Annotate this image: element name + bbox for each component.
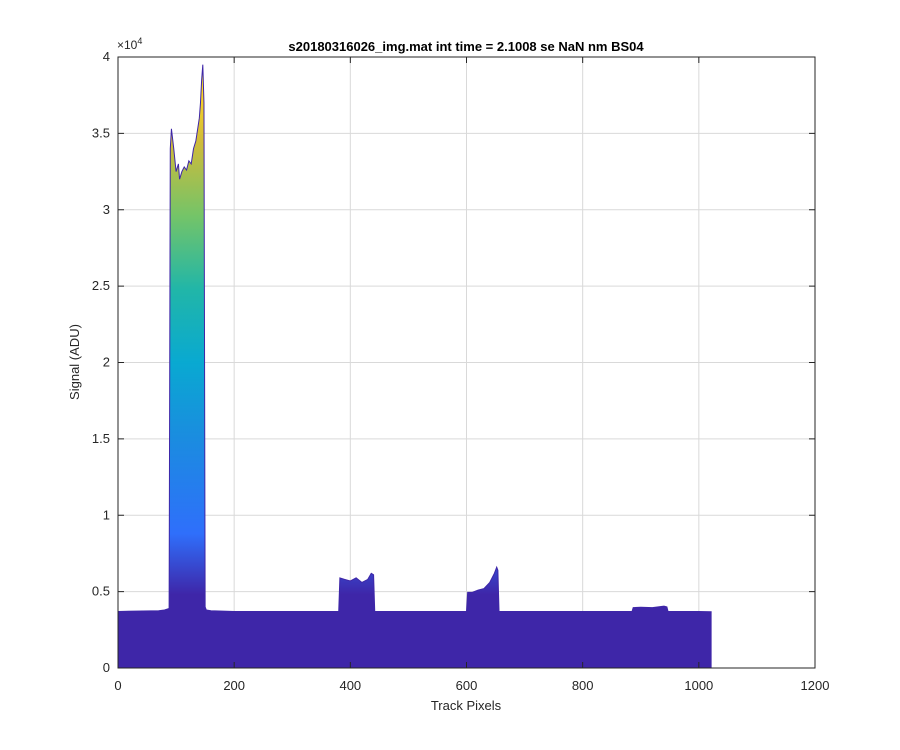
x-tick-label: 600	[456, 678, 478, 693]
y-tick-label: 2	[103, 355, 110, 370]
y-tick-label: 2.5	[92, 278, 110, 293]
y-tick-label: 4	[103, 49, 110, 64]
x-tick-label: 1200	[801, 678, 830, 693]
y-tick-label: 3	[103, 202, 110, 217]
x-axis: 0 200 400 600 800 1000 1200	[114, 57, 829, 693]
y-exponent-power: 4	[137, 36, 142, 46]
y-exponent-base: ×10	[117, 38, 138, 52]
x-tick-label: 0	[114, 678, 121, 693]
x-tick-label: 800	[572, 678, 594, 693]
chart-title: s20180316026_img.mat int time = 2.1008 s…	[288, 39, 644, 54]
y-tick-label: 0	[103, 660, 110, 675]
y-tick-label: 1.5	[92, 431, 110, 446]
x-tick-label: 1000	[684, 678, 713, 693]
y-tick-label: 0.5	[92, 584, 110, 599]
signal-line	[118, 64, 712, 613]
x-tick-label: 400	[339, 678, 361, 693]
y-axis-label: Signal (ADU)	[67, 324, 82, 400]
x-tick-label: 200	[223, 678, 245, 693]
y-axis: 0 0.5 1 1.5 2 2.5 3 3.5 4	[92, 49, 815, 675]
y-exponent-label: ×104	[117, 36, 142, 52]
y-tick-label: 3.5	[92, 125, 110, 140]
x-axis-label: Track Pixels	[431, 698, 502, 713]
y-tick-label: 1	[103, 507, 110, 522]
